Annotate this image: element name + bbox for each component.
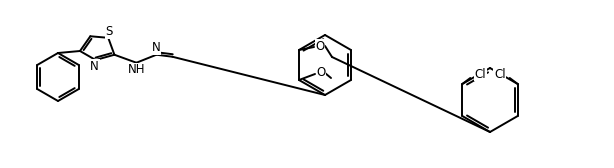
Text: Cl: Cl: [475, 68, 486, 80]
Text: N: N: [152, 41, 161, 54]
Text: Cl: Cl: [494, 68, 505, 80]
Text: NH: NH: [128, 63, 145, 76]
Text: N: N: [90, 59, 99, 73]
Text: O: O: [316, 67, 325, 79]
Text: O: O: [316, 39, 325, 52]
Text: S: S: [106, 25, 113, 38]
